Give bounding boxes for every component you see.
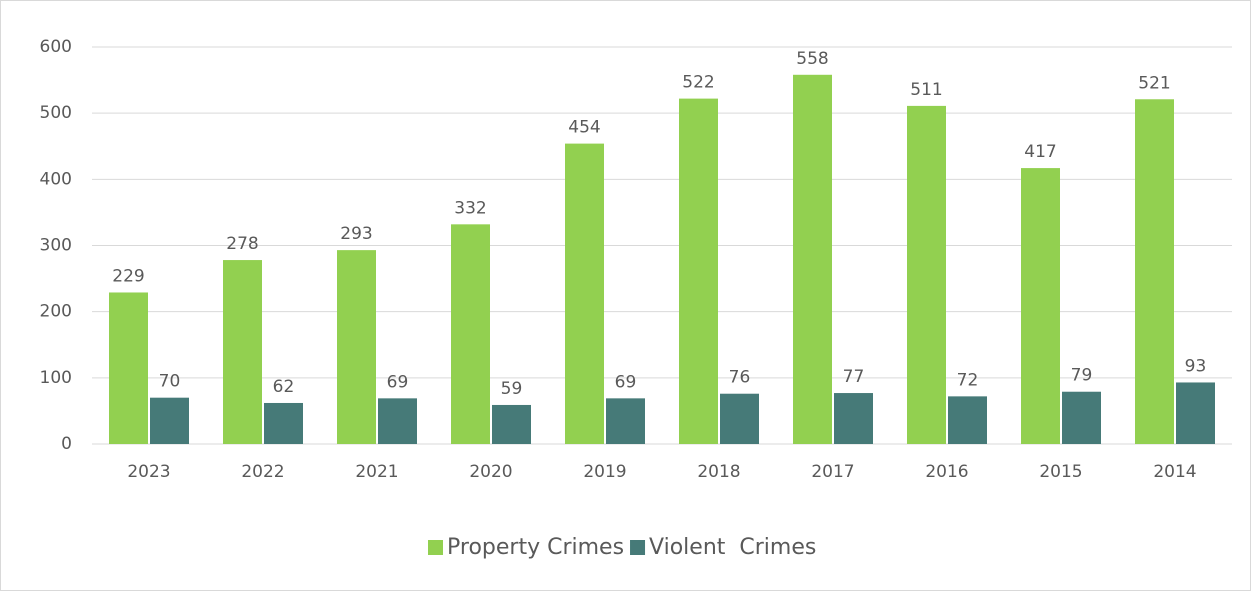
- y-tick-label: 200: [40, 302, 72, 322]
- data-label: 522: [682, 73, 714, 93]
- x-tick-label: 2016: [925, 462, 968, 482]
- data-label: 72: [957, 370, 979, 390]
- bar: [451, 224, 490, 444]
- bar: [264, 402, 303, 444]
- bar: [1135, 99, 1174, 444]
- y-tick-label: 500: [40, 103, 72, 123]
- bar: [565, 143, 604, 444]
- data-label: 69: [615, 372, 637, 392]
- y-tick-label: 400: [40, 169, 72, 189]
- bar: [378, 398, 417, 444]
- data-label: 229: [112, 266, 144, 286]
- y-tick-label: 100: [40, 368, 72, 388]
- bar: [337, 250, 376, 444]
- data-label: 69: [387, 372, 409, 392]
- bar: [1021, 168, 1060, 444]
- x-tick-label: 2021: [355, 462, 398, 482]
- data-label: 62: [273, 377, 295, 397]
- x-tick-label: 2020: [469, 462, 512, 482]
- bar: [1176, 382, 1215, 444]
- data-label: 454: [568, 118, 600, 138]
- x-tick-label: 2015: [1039, 462, 1082, 482]
- data-label: 59: [501, 379, 523, 399]
- y-tick-label: 0: [61, 434, 72, 454]
- y-tick-label: 300: [40, 236, 72, 256]
- legend-label: Violent Crimes: [649, 535, 816, 560]
- bar: [793, 74, 832, 444]
- bar: [907, 105, 946, 444]
- bar: [834, 393, 873, 444]
- data-label: 511: [910, 80, 942, 100]
- bar: [223, 260, 262, 444]
- bar: [679, 98, 718, 445]
- x-tick-label: 2017: [811, 462, 854, 482]
- legend-swatch: [428, 540, 443, 555]
- data-label: 521: [1138, 73, 1170, 93]
- y-tick-label: 600: [40, 37, 72, 57]
- legend-label: Property Crimes: [447, 535, 624, 560]
- bar: [492, 404, 531, 444]
- legend-swatch: [630, 540, 646, 555]
- x-tick-label: 2023: [127, 462, 170, 482]
- bar: [1062, 391, 1101, 444]
- data-label: 76: [729, 368, 751, 388]
- bar: [606, 398, 645, 444]
- data-label: 293: [340, 224, 372, 244]
- bar: [720, 393, 759, 444]
- data-label: 93: [1185, 356, 1207, 376]
- x-tick-label: 2022: [241, 462, 284, 482]
- data-label: 77: [843, 367, 865, 387]
- bar: [948, 396, 987, 444]
- data-label: 417: [1024, 142, 1056, 162]
- data-label: 278: [226, 234, 258, 254]
- data-label: 558: [796, 49, 828, 69]
- bar: [150, 397, 189, 444]
- data-label: 332: [454, 198, 486, 218]
- bar: [109, 292, 148, 444]
- x-tick-label: 2014: [1153, 462, 1196, 482]
- data-label: 79: [1071, 366, 1093, 386]
- data-label: 70: [159, 372, 181, 392]
- x-tick-label: 2019: [583, 462, 626, 482]
- x-tick-label: 2018: [697, 462, 740, 482]
